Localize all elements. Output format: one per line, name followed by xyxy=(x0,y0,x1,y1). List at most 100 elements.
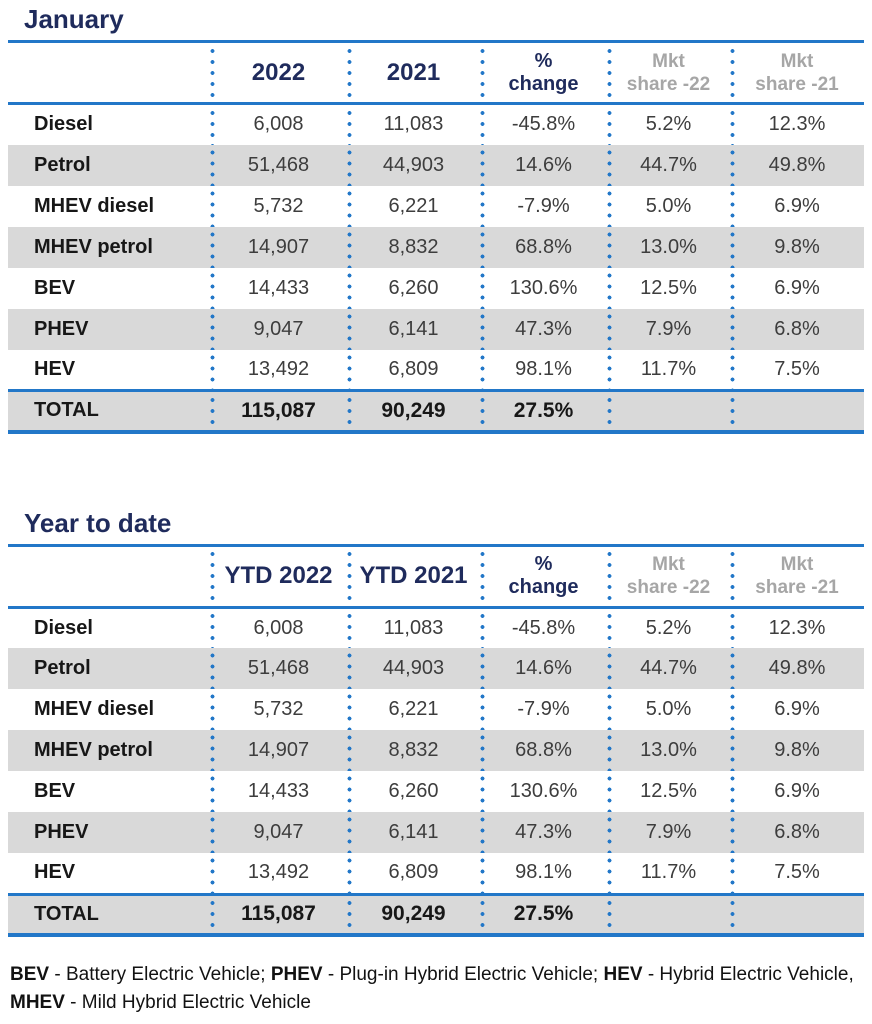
value-pct-change: -7.9% xyxy=(480,185,607,227)
value-2021: 6,809 xyxy=(347,349,480,391)
value-mkt-share-21: 9.8% xyxy=(730,730,864,771)
row-label: PHEV xyxy=(34,317,89,340)
value-ytd-2021: 44,903 xyxy=(347,648,480,689)
footnote-abbr-phev: PHEV xyxy=(270,964,323,985)
row-label: BEV xyxy=(34,276,76,299)
footnote-line-1: BEV - Battery Electric Vehicle; PHEV - P… xyxy=(10,964,854,985)
value-2021: 6,141 xyxy=(347,308,480,350)
header-mkt22-line1: Mkt xyxy=(652,50,685,72)
value-mkt-share-22: 11.7% xyxy=(607,349,730,391)
value-pct-change: 14.6% xyxy=(480,144,607,186)
ytd-header-row: YTD 2022 YTD 2021 % change Mkt share -22… xyxy=(8,545,864,607)
value-ytd-2022: 115,087 xyxy=(210,894,347,935)
value-mkt-share-21 xyxy=(730,894,864,935)
value-ytd-2021: 6,141 xyxy=(347,812,480,853)
value-mkt-share-22: 12.5% xyxy=(607,267,730,309)
table-row-petrol: Petrol 51,468 44,903 14.6% 44.7% 49.8% xyxy=(8,648,864,689)
table-row-phev: PHEV 9,047 6,141 47.3% 7.9% 6.8% xyxy=(8,812,864,853)
value-ytd-2022: 13,492 xyxy=(210,853,347,894)
value-mkt-share-21: 6.9% xyxy=(730,689,864,730)
value-2022: 9,047 xyxy=(210,308,347,350)
value-mkt-share-21: 6.9% xyxy=(730,185,864,227)
value-mkt-share-21: 6.8% xyxy=(730,812,864,853)
row-label: MHEV diesel xyxy=(34,194,155,217)
table-row-diesel: Diesel 6,008 11,083 -45.8% 5.2% 12.3% xyxy=(8,607,864,648)
value-mkt-share-22: 7.9% xyxy=(607,308,730,350)
header-2021: 2021 xyxy=(347,41,480,104)
value-mkt-share-22: 7.9% xyxy=(607,812,730,853)
value-2021: 90,249 xyxy=(347,390,480,432)
january-section: January 2022 2021 % change Mkt share -22 xyxy=(8,6,864,434)
value-mkt-share-21: 7.5% xyxy=(730,853,864,894)
row-label: PHEV xyxy=(34,821,89,843)
value-ytd-2022: 51,468 xyxy=(210,648,347,689)
value-pct-change: 98.1% xyxy=(480,349,607,391)
value-mkt-share-22: 5.2% xyxy=(607,103,730,145)
header-pct-line2: change xyxy=(508,576,579,598)
header-2022: 2022 xyxy=(210,41,347,104)
footnote-line-2: MHEV - Mild Hybrid Electric Vehicle xyxy=(10,992,311,1013)
row-label: Diesel xyxy=(34,616,93,639)
footnote-abbr-mhev: MHEV xyxy=(10,992,65,1013)
header-mkt-share-21: Mkt share -21 xyxy=(730,41,864,104)
value-ytd-2021: 6,809 xyxy=(347,853,480,894)
value-2022: 5,732 xyxy=(210,185,347,227)
header-mkt22-line2: share -22 xyxy=(626,577,711,598)
value-pct-change: 130.6% xyxy=(480,771,607,812)
value-mkt-share-22: 5.0% xyxy=(607,185,730,227)
value-2022: 51,468 xyxy=(210,144,347,186)
value-mkt-share-21: 6.9% xyxy=(730,267,864,309)
value-2021: 11,083 xyxy=(347,103,480,145)
year-to-date-section: Year to date YTD 2022 YTD 2021 % change … xyxy=(8,510,864,937)
year-to-date-table: YTD 2022 YTD 2021 % change Mkt share -22… xyxy=(8,543,864,937)
value-pct-change: -45.8% xyxy=(480,103,607,145)
header-pct-line2: change xyxy=(508,72,579,95)
table-row-total: TOTAL 115,087 90,249 27.5% xyxy=(8,894,864,935)
value-ytd-2021: 90,249 xyxy=(347,894,480,935)
value-mkt-share-21 xyxy=(730,390,864,432)
header-mkt21-line2: share -21 xyxy=(755,73,839,95)
value-mkt-share-21: 49.8% xyxy=(730,144,864,186)
header-mkt21-line2: share -21 xyxy=(755,577,839,598)
value-pct-change: 47.3% xyxy=(480,812,607,853)
footnote-desc-bev: - Battery Electric Vehicle; xyxy=(49,964,271,985)
table-row-mhev-petrol: MHEV petrol 14,907 8,832 68.8% 13.0% 9.8… xyxy=(8,226,864,268)
value-mkt-share-22: 11.7% xyxy=(607,853,730,894)
header-pct-line1: % xyxy=(534,49,553,72)
value-pct-change: 68.8% xyxy=(480,730,607,771)
january-title: January xyxy=(24,4,124,34)
value-mkt-share-22: 44.7% xyxy=(607,648,730,689)
header-mkt22-line2: share -22 xyxy=(626,73,711,95)
value-ytd-2021: 6,260 xyxy=(347,771,480,812)
table-row-mhev-diesel: MHEV diesel 5,732 6,221 -7.9% 5.0% 6.9% xyxy=(8,185,864,227)
value-2021: 6,221 xyxy=(347,185,480,227)
header-pct-change: % change xyxy=(480,545,607,607)
table-row-total: TOTAL 115,087 90,249 27.5% xyxy=(8,390,864,432)
value-ytd-2021: 8,832 xyxy=(347,730,480,771)
row-label: Petrol xyxy=(34,153,91,176)
january-header-row: 2022 2021 % change Mkt share -22 Mkt sha… xyxy=(8,41,864,104)
value-pct-change: 47.3% xyxy=(480,308,607,350)
value-2022: 14,907 xyxy=(210,226,347,268)
value-mkt-share-22: 12.5% xyxy=(607,771,730,812)
value-mkt-share-21: 12.3% xyxy=(730,607,864,648)
value-pct-change: 27.5% xyxy=(480,894,607,935)
header-mkt22-line1: Mkt xyxy=(652,554,685,575)
row-label: HEV xyxy=(34,357,76,380)
value-mkt-share-22 xyxy=(607,390,730,432)
value-pct-change: -45.8% xyxy=(480,607,607,648)
value-mkt-share-21: 6.8% xyxy=(730,308,864,350)
header-mkt21-line1: Mkt xyxy=(780,50,814,72)
header-pct-line1: % xyxy=(534,553,553,575)
header-ytd-2021: YTD 2021 xyxy=(347,545,480,607)
value-mkt-share-22: 13.0% xyxy=(607,226,730,268)
row-label: MHEV petrol xyxy=(34,235,153,258)
table-row-bev: BEV 14,433 6,260 130.6% 12.5% 6.9% xyxy=(8,267,864,309)
value-ytd-2022: 6,008 xyxy=(210,607,347,648)
value-pct-change: 14.6% xyxy=(480,648,607,689)
value-pct-change: 98.1% xyxy=(480,853,607,894)
value-mkt-share-22: 5.0% xyxy=(607,689,730,730)
table-row-bev: BEV 14,433 6,260 130.6% 12.5% 6.9% xyxy=(8,771,864,812)
value-pct-change: 68.8% xyxy=(480,226,607,268)
table-row-petrol: Petrol 51,468 44,903 14.6% 44.7% 49.8% xyxy=(8,144,864,186)
